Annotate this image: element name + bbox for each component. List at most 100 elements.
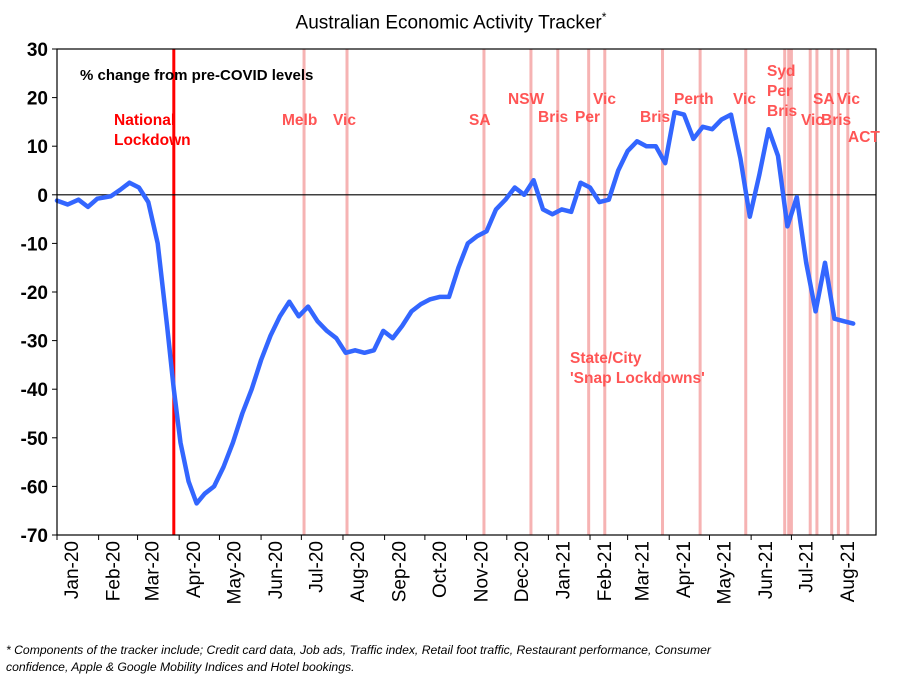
data-point-15: [188, 480, 190, 483]
y-tick-label-10: 10: [27, 137, 48, 158]
lockdown-labels: % change from pre-COVID levels National Lo…: [80, 63, 880, 387]
data-point-41: [429, 298, 431, 300]
y-tick-label--70: -70: [21, 526, 48, 547]
data-point-28: [307, 306, 309, 308]
data-point-44: [457, 267, 459, 269]
data-point-3: [77, 199, 80, 201]
data-point-56: [570, 211, 572, 213]
snap-lockdown-label-7: Vic: [593, 91, 616, 108]
data-point-63: [636, 140, 638, 142]
data-point-65: [655, 145, 657, 147]
data-point-25: [279, 315, 281, 317]
x-tick-label-13: Jan-21: [553, 541, 574, 599]
data-point-59: [598, 201, 601, 203]
data-point-85: [843, 320, 845, 322]
data-point-61: [617, 169, 619, 172]
data-point-36: [382, 330, 384, 332]
data-point-49: [504, 199, 506, 201]
data-point-19: [222, 466, 225, 468]
data-point-71: [711, 128, 713, 130]
snap-lockdown-label-4: NSW: [508, 91, 545, 108]
data-point-42: [439, 296, 441, 298]
snap-lockdown-label-13: Bris: [767, 103, 797, 120]
data-point-69: [692, 138, 695, 140]
data-point-24: [269, 335, 272, 337]
x-tick-label-19: Jul-21: [796, 541, 817, 593]
y-tick-label--30: -30: [21, 332, 48, 353]
snap-lockdown-label-5: Bris: [538, 109, 568, 126]
data-point-50: [514, 186, 516, 189]
data-point-23: [260, 359, 262, 361]
data-point-70: [702, 126, 704, 128]
data-point-18: [213, 485, 215, 487]
data-point-2: [67, 203, 69, 206]
plot-border: [56, 48, 877, 536]
x-tick-label-14: Feb-21: [595, 541, 616, 601]
snap-lockdown-label-11: Syd: [767, 63, 795, 80]
annotation-line-1: State/City: [570, 350, 642, 367]
chart-title: Australian Economic Activity Tracker*: [0, 10, 902, 34]
data-point-32: [345, 352, 347, 354]
x-tick-label-11: Nov-20: [472, 541, 493, 602]
title-marker: *: [601, 10, 607, 24]
data-point-76: [758, 174, 760, 176]
data-point-9: [138, 186, 140, 189]
data-point-68: [683, 114, 685, 116]
x-tick-label-16: Apr-21: [674, 541, 695, 598]
national-lockdown-label-1: National: [114, 112, 175, 129]
data-point-81: [805, 262, 807, 264]
data-point-73: [730, 114, 732, 116]
data-point-43: [448, 296, 450, 298]
snap-lockdown-label-17: Vic: [837, 91, 860, 108]
data-point-54: [551, 213, 554, 215]
activity-series-points: [56, 111, 854, 504]
data-point-77: [768, 128, 770, 130]
data-point-82: [815, 310, 817, 312]
data-point-17: [204, 493, 206, 495]
x-tick-label-4: Apr-20: [184, 541, 205, 598]
x-tick-label-7: Jul-20: [306, 541, 327, 593]
data-point-52: [533, 179, 535, 181]
data-point-8: [128, 182, 131, 184]
y-tick-label--50: -50: [21, 429, 48, 450]
data-point-62: [627, 150, 629, 152]
x-axis: Jan-20 Feb-20 Mar-20 Apr-20 May-20 Jun-20 Jul-…: [56, 535, 859, 604]
plot-frame: [56, 48, 877, 536]
data-point-27: [298, 315, 300, 317]
data-point-6: [110, 195, 112, 197]
data-point-51: [523, 194, 525, 196]
data-point-4: [87, 206, 89, 208]
y-tick-label--60: -60: [21, 477, 48, 498]
x-tick-label-20: Aug-21: [838, 541, 859, 602]
data-point-80: [796, 196, 798, 198]
data-point-57: [580, 182, 582, 184]
data-point-26: [288, 301, 290, 303]
footnote: * Components of the tracker include; Cre…: [6, 642, 896, 676]
x-tick-label-2: Feb-20: [104, 541, 125, 601]
data-point-5: [96, 198, 98, 200]
snap-lockdown-label-12: Per: [767, 83, 792, 100]
data-point-66: [664, 162, 666, 164]
data-point-11: [157, 242, 159, 244]
data-point-7: [119, 189, 121, 191]
data-point-12: [166, 325, 168, 327]
data-point-20: [232, 442, 234, 444]
data-point-38: [401, 325, 403, 327]
activity-series-line: [54, 109, 856, 506]
data-point-14: [179, 442, 182, 444]
data-point-74: [739, 157, 742, 159]
snap-lockdown-label-16: Bris: [821, 112, 851, 129]
y-tick-label--10: -10: [21, 234, 48, 255]
data-point-31: [335, 337, 337, 339]
data-point-64: [645, 145, 648, 147]
data-point-39: [410, 310, 413, 312]
data-point-84: [833, 318, 836, 320]
snap-lockdown-label-8: Bris: [640, 109, 670, 126]
series-layer: [54, 109, 856, 506]
y-tick-label-0: 0: [37, 186, 48, 207]
data-point-53: [542, 208, 544, 210]
snap-lockdown-label-18: ACT: [848, 129, 880, 146]
y-axis: 30 20 10 0 -10 -20 -30 -40 -50 -60 -70: [21, 40, 57, 547]
data-point-40: [420, 303, 422, 305]
